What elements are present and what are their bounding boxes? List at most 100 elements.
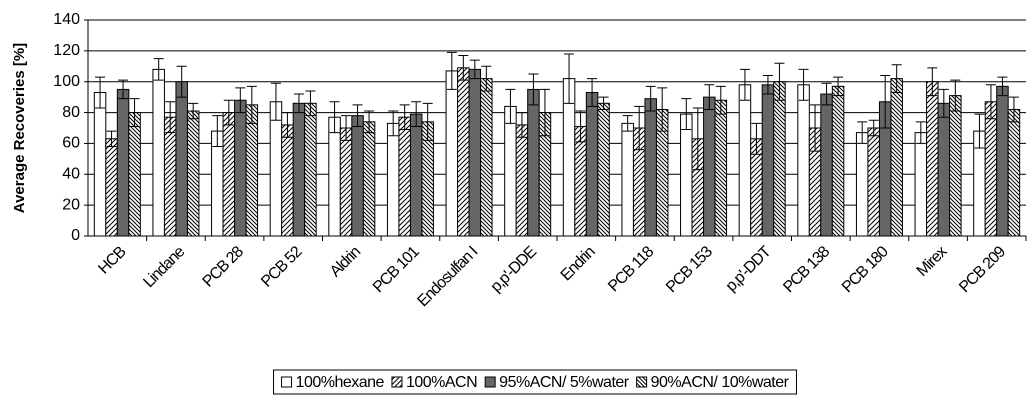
error-bar	[329, 101, 340, 134]
error-bar	[868, 119, 879, 137]
bar	[1007, 108, 1021, 237]
x-tick-label: PCB 28	[200, 243, 248, 291]
x-tick-label: p,p'-DDT	[723, 243, 775, 295]
error-bar	[446, 51, 457, 90]
bar	[890, 78, 903, 237]
x-tick-label: PCB 101	[370, 243, 423, 296]
error-bar	[282, 112, 293, 138]
bar	[621, 122, 634, 237]
y-axis-title: Average Recoveries [%]	[11, 43, 28, 213]
x-tick-label: PCB 118	[605, 243, 657, 295]
error-bar	[692, 107, 703, 171]
x-tick-label: Endosulfan I	[414, 244, 480, 310]
error-bar	[974, 113, 985, 149]
bar	[398, 116, 411, 237]
y-tick-label: 100	[53, 73, 80, 90]
error-bar	[938, 88, 949, 118]
bar	[362, 121, 376, 237]
error-bar	[774, 62, 785, 101]
bar	[386, 122, 400, 237]
legend-swatch	[484, 376, 496, 388]
bar	[820, 93, 833, 237]
error-bar	[539, 88, 550, 137]
error-bar	[422, 102, 433, 141]
error-bar	[634, 105, 645, 151]
bar	[515, 124, 529, 237]
error-bar	[246, 85, 257, 124]
error-bar	[118, 79, 129, 100]
error-bar	[1008, 96, 1019, 123]
y-tick-label: 40	[62, 166, 80, 183]
error-bar	[129, 98, 140, 127]
error-bar	[575, 110, 586, 143]
bar	[527, 88, 540, 237]
error-bar	[411, 101, 422, 127]
bar	[281, 124, 294, 237]
x-tick-label: Endrin	[558, 244, 599, 285]
bar	[222, 112, 236, 237]
error-bar	[985, 84, 996, 120]
error-bar	[516, 112, 527, 138]
error-bar	[880, 75, 891, 129]
error-bar	[810, 104, 821, 152]
error-bar	[833, 76, 844, 97]
error-bar	[997, 76, 1008, 97]
bar	[867, 127, 880, 237]
error-bar	[106, 130, 117, 148]
bar	[339, 127, 353, 237]
error-bar	[352, 104, 363, 127]
error-bar	[469, 59, 480, 80]
bar	[761, 84, 775, 237]
bar	[93, 92, 107, 237]
error-bar	[458, 54, 469, 81]
x-tick-label: Aldrin	[327, 244, 364, 281]
bar	[269, 101, 283, 237]
bar	[128, 112, 141, 237]
error-bar	[564, 53, 575, 104]
bar	[186, 110, 200, 237]
legend-label: 90%ACN/ 10%water	[651, 374, 790, 391]
x-tick-label: Mirex	[914, 243, 951, 280]
bar	[163, 116, 177, 237]
bar	[574, 125, 587, 237]
error-bar	[505, 88, 516, 124]
error-bar	[153, 58, 164, 81]
bar	[480, 78, 493, 237]
error-bar	[857, 121, 868, 144]
bar	[855, 132, 869, 237]
legend-label: 100%hexane	[296, 374, 385, 391]
error-bar	[341, 115, 352, 141]
x-tick-label: HCB	[95, 244, 129, 278]
bar	[292, 102, 306, 237]
legend-swatch	[281, 376, 293, 388]
error-bar	[798, 68, 809, 101]
bar	[680, 113, 693, 237]
x-tick-label: PCB 209	[956, 243, 1009, 296]
error-bar	[212, 115, 223, 148]
bar	[949, 95, 962, 237]
error-bar	[739, 68, 750, 101]
error-bar	[715, 85, 726, 115]
error-bar	[704, 84, 715, 110]
error-bar	[481, 65, 492, 92]
bar	[351, 115, 364, 237]
bar	[644, 98, 657, 237]
x-tick-label: PCB 52	[258, 243, 306, 291]
bar	[457, 67, 470, 237]
error-bar	[305, 90, 316, 117]
error-bar	[293, 93, 304, 114]
error-bar	[223, 99, 234, 126]
y-tick-label: 120	[53, 42, 80, 59]
bar	[468, 68, 482, 237]
bar	[234, 99, 247, 237]
bar	[773, 81, 786, 237]
error-bar	[364, 110, 375, 134]
y-tick-label: 0	[71, 227, 80, 244]
error-bar	[915, 121, 926, 144]
y-tick-label: 80	[62, 104, 80, 121]
error-bar	[950, 79, 961, 112]
bar	[152, 68, 165, 237]
legend-label: 95%ACN/ 5%water	[499, 374, 630, 391]
bar	[445, 70, 459, 237]
legend	[273, 369, 797, 395]
